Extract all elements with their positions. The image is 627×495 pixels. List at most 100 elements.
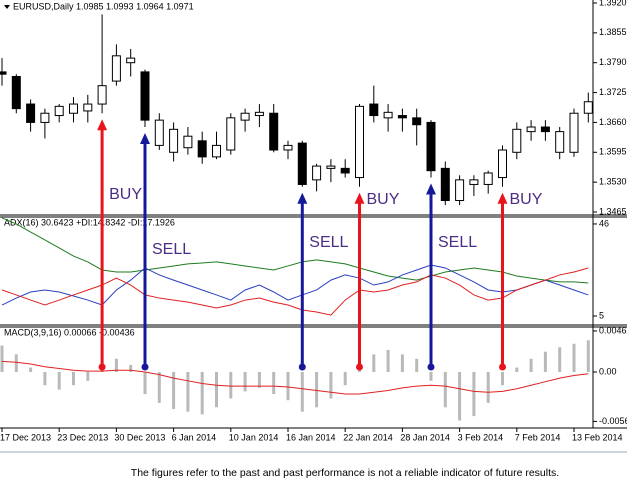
histogram-bar — [543, 351, 547, 372]
candle-body — [426, 121, 436, 172]
adx-title: ADX(16) 30.6423 +DI:14.8342 -DI:17.1926 — [4, 217, 175, 227]
histogram-bar — [243, 371, 247, 392]
histogram-bar — [272, 371, 276, 395]
arrow-head — [297, 192, 308, 204]
histogram-bar — [43, 371, 47, 386]
histogram-bar — [372, 354, 376, 372]
histogram-bar — [529, 358, 533, 372]
y-tick-label: 0.00 — [599, 366, 617, 376]
histogram-bar — [172, 371, 176, 410]
candle-body — [54, 105, 64, 117]
candle-body — [440, 167, 450, 202]
x-tick-label: 3 Feb 2014 — [458, 432, 504, 442]
histogram-bar — [0, 345, 4, 372]
y-tick-label: 5 — [599, 310, 604, 320]
signal-label: SELL — [309, 234, 348, 251]
candle-body — [326, 165, 336, 169]
y-tick-label: 0.00465 — [599, 325, 627, 335]
signal-dot — [298, 363, 306, 371]
candle-body — [11, 75, 21, 110]
histogram-bar — [29, 367, 33, 372]
candle-body — [540, 126, 550, 133]
histogram-bar — [57, 371, 61, 390]
histogram-bar — [486, 371, 490, 403]
candle-body — [383, 111, 393, 119]
x-tick-label: 30 Dec 2013 — [114, 432, 165, 442]
histogram-bar — [586, 340, 590, 372]
histogram-bar — [458, 371, 462, 421]
arrow-head — [97, 119, 108, 131]
candle-body — [111, 55, 121, 82]
signal-label: BUY — [510, 191, 543, 208]
x-tick-label: 23 Dec 2013 — [57, 432, 108, 442]
x-tick-label: 22 Jan 2014 — [343, 432, 393, 442]
candle-body — [26, 103, 36, 123]
candle-body — [283, 144, 293, 151]
indicator-line — [1, 267, 589, 316]
histogram-bar — [186, 371, 190, 412]
candle-body — [154, 119, 164, 146]
signal-label: SELL — [152, 241, 191, 258]
candle-body — [254, 111, 264, 117]
histogram-bar — [315, 371, 319, 408]
indicator-line — [1, 264, 589, 306]
candle-body — [226, 117, 236, 151]
x-tick-label: 28 Jan 2014 — [400, 432, 450, 442]
histogram-bar — [215, 371, 218, 408]
histogram-bar — [14, 354, 18, 372]
histogram-bar — [200, 371, 204, 415]
histogram-bar — [129, 364, 133, 372]
histogram-bar — [501, 371, 504, 386]
candle-body — [312, 165, 322, 181]
y-tick-label: -0.0056 — [599, 416, 627, 426]
candle-body — [498, 149, 507, 179]
histogram-bar — [300, 371, 304, 412]
histogram-bar — [286, 371, 290, 401]
y-tick-label: 1.3725 — [599, 87, 627, 97]
candle-body — [469, 179, 479, 185]
candle-body — [412, 117, 422, 126]
marks: 1.3920 1.3855 1.3790 1.3725 1.3660 1.3595 1.35… — [0, 0, 627, 442]
histogram-bar — [515, 367, 519, 372]
arrow-head — [426, 183, 436, 195]
signal-line — [1, 360, 589, 395]
chart-title: EURUSD,Daily 1.0985 1.0993 1.0964 1.0971 — [13, 1, 194, 11]
histogram-bar — [558, 347, 562, 372]
candle-body — [269, 112, 279, 151]
histogram-bar — [572, 343, 576, 372]
x-tick-label: 13 Feb 2014 — [572, 432, 623, 442]
histogram-bar — [114, 358, 118, 372]
indicator-line — [1, 217, 589, 284]
menu-triangle — [4, 5, 10, 9]
macd-title: MACD(3,9,16) 0.00066 -0.00436 — [4, 327, 135, 337]
y-tick-label: 1.3530 — [599, 177, 627, 187]
candle-body — [212, 144, 221, 158]
x-tick-label: 16 Jan 2014 — [286, 432, 336, 442]
candle-body — [297, 142, 307, 185]
candle-body — [569, 112, 579, 153]
histogram-bar — [343, 371, 347, 386]
candle-body — [40, 112, 50, 123]
candle-body — [83, 103, 93, 112]
signal-dot — [356, 363, 363, 371]
candle-body — [140, 71, 150, 121]
y-tick-label: 46 — [599, 218, 609, 228]
candle-body — [340, 167, 350, 174]
y-tick-label: 1.3595 — [599, 147, 627, 157]
candle-body — [240, 112, 250, 121]
candle-body — [355, 105, 364, 179]
x-tick-label: 7 Feb 2014 — [515, 432, 561, 442]
candle-body — [397, 115, 407, 119]
y-tick-label: 1.3790 — [599, 57, 627, 67]
candle-body — [69, 103, 78, 114]
candle-body — [369, 103, 379, 117]
histogram-bar — [229, 371, 233, 399]
candle-body — [526, 126, 536, 133]
x-tick-label: 10 Jan 2014 — [229, 432, 279, 442]
histogram-bar — [86, 371, 90, 381]
candle-body — [126, 57, 136, 64]
candle-body — [169, 128, 179, 153]
disclaimer: The figures refer to the past and past p… — [131, 467, 559, 479]
